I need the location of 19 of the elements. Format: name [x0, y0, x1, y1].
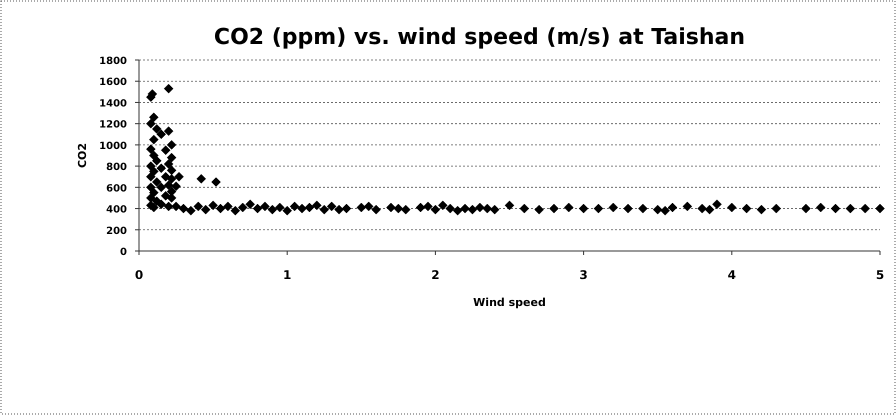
- y-tick-label: 1000: [99, 140, 128, 152]
- x-tick-label: 5: [876, 268, 884, 282]
- chart-title: CO2 (ppm) vs. wind speed (m/s) at Taishan: [214, 25, 746, 50]
- y-tick-label: 600: [106, 183, 128, 194]
- x-tick-label: 0: [134, 268, 144, 282]
- x-axis-title: Wind speed: [473, 296, 546, 309]
- x-tick-label: 1: [283, 268, 292, 282]
- y-axis-title: CO2: [76, 142, 89, 168]
- y-tick-label: 400: [106, 204, 128, 216]
- y-tick-label: 800: [106, 162, 128, 174]
- y-tick-label: 200: [106, 226, 128, 237]
- x-tick-label: 2: [431, 268, 440, 282]
- y-tick-label: 1800: [99, 56, 128, 67]
- y-tick-label: 1200: [99, 120, 128, 131]
- y-tick-label: 1400: [99, 98, 128, 110]
- y-tick-label: 0: [120, 247, 128, 258]
- x-tick-label: 3: [579, 268, 588, 282]
- y-tick-label: 1600: [99, 77, 128, 88]
- x-tick-label: 4: [728, 268, 736, 282]
